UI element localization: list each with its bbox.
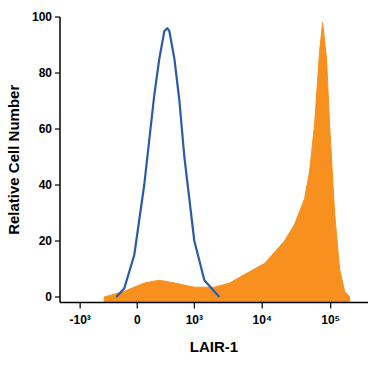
y-tick — [55, 296, 60, 297]
x-tick — [194, 303, 195, 309]
y-tick-label: 60 — [39, 122, 53, 136]
x-tick — [137, 303, 138, 309]
x-tick-label: 10³ — [186, 313, 203, 327]
x-tick — [262, 303, 263, 309]
histogram-area — [104, 23, 350, 303]
x-tick-label: -10³ — [69, 313, 90, 327]
y-tick — [55, 72, 60, 73]
y-tick — [55, 240, 60, 241]
plot-area — [104, 23, 350, 303]
histogram-line — [116, 28, 219, 297]
y-tick-label: 40 — [39, 178, 53, 192]
x-tick-label: 0 — [134, 313, 141, 327]
x-axis-label: LAIR-1 — [190, 338, 238, 355]
y-tick-label: 20 — [39, 234, 53, 248]
x-tick — [80, 303, 81, 309]
y-tick-label: 100 — [32, 10, 52, 24]
y-tick-label: 0 — [45, 290, 52, 304]
x-tick — [330, 303, 331, 309]
y-tick-label: 80 — [39, 66, 53, 80]
x-axis — [60, 302, 368, 304]
y-tick — [55, 128, 60, 129]
chart: 0 20 40 60 80 100 -10³ 0 10³ 10⁴ 10⁵ LAIR-1 Relative… — [0, 0, 371, 372]
y-tick — [55, 16, 60, 17]
y-axis-label: Relative Cell Number — [5, 85, 22, 235]
y-axis — [59, 17, 61, 303]
x-tick-label: 10⁴ — [253, 313, 272, 327]
y-tick — [55, 184, 60, 185]
x-tick-label: 10⁵ — [321, 313, 340, 327]
